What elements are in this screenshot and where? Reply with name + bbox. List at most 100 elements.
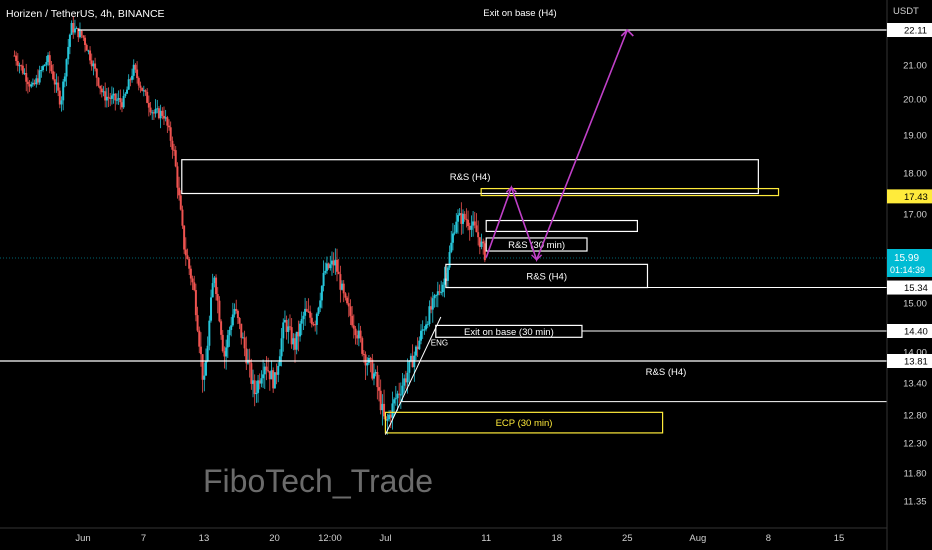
candle-body xyxy=(218,300,221,322)
candle-body xyxy=(336,259,339,272)
zones: R&S (H4) R&S (30 min) R&S (H4) Exit on base… xyxy=(181,159,780,435)
candle-body xyxy=(325,263,328,271)
candle-body xyxy=(477,232,480,238)
zone-box-3[interactable] xyxy=(485,237,588,252)
candle-body xyxy=(342,283,345,294)
trendline xyxy=(384,316,442,435)
candle-body xyxy=(423,329,426,331)
price-marker-badge xyxy=(887,189,932,204)
candle-body xyxy=(89,50,92,61)
candle-body xyxy=(241,337,244,339)
candle-series xyxy=(13,15,486,435)
candle-body xyxy=(420,330,423,341)
price-marker-label: 13.81 xyxy=(904,357,928,368)
zone-box-5[interactable] xyxy=(435,324,583,338)
candle-body xyxy=(18,65,21,67)
zone-box-2[interactable] xyxy=(485,219,639,233)
candle-body xyxy=(216,293,219,301)
candle-body xyxy=(221,334,224,352)
candle-body xyxy=(183,225,186,250)
current-price-badge-bg xyxy=(887,249,932,277)
candle-body xyxy=(223,351,226,357)
candle-body xyxy=(33,82,36,85)
candle-body xyxy=(174,150,177,167)
candle-body xyxy=(441,284,444,293)
zone-label-4: R&S (H4) xyxy=(526,271,567,282)
candle-body xyxy=(408,360,411,373)
candle-body xyxy=(436,291,439,296)
candle-body xyxy=(288,326,291,328)
candle-body xyxy=(208,320,211,346)
price-marker-label: 22.11 xyxy=(904,26,927,37)
zone-box-0[interactable] xyxy=(181,159,759,195)
x-tick-label: 15 xyxy=(834,533,845,544)
zone-box-1[interactable] xyxy=(480,187,780,197)
candle-body xyxy=(173,149,176,151)
candle-body xyxy=(189,268,192,279)
candle-body xyxy=(324,270,327,273)
candle-body xyxy=(184,249,187,256)
candle-body xyxy=(188,258,191,269)
candle-body xyxy=(162,115,165,119)
candle-body xyxy=(161,110,164,116)
candle-body xyxy=(90,60,93,67)
candle-body xyxy=(433,295,436,299)
candle-body xyxy=(57,82,60,91)
candle-body xyxy=(164,117,167,119)
candle-body xyxy=(204,361,207,376)
zone-box-4[interactable] xyxy=(445,263,649,289)
candle-body xyxy=(262,374,265,379)
candle-body xyxy=(309,311,312,318)
candle-body xyxy=(386,419,389,421)
candle-body xyxy=(275,372,278,375)
candle-body xyxy=(26,81,29,85)
candle-body xyxy=(171,140,174,150)
candle-body xyxy=(67,46,70,60)
candle-body xyxy=(231,314,234,326)
x-tick-label: 18 xyxy=(551,533,562,544)
candle-body xyxy=(146,91,149,103)
candle-body xyxy=(468,225,471,230)
candle-body xyxy=(94,63,97,69)
candle-body xyxy=(129,79,132,81)
candle-body xyxy=(290,327,293,345)
candle-body xyxy=(28,84,31,87)
candle-body xyxy=(359,330,362,339)
candle-body xyxy=(213,277,216,284)
candle-body xyxy=(21,65,24,74)
candle-body xyxy=(166,117,169,126)
candle-body xyxy=(147,102,150,108)
candle-body xyxy=(48,55,51,66)
candle-body xyxy=(246,359,249,364)
zone-box-6[interactable] xyxy=(384,411,664,434)
candle-body xyxy=(253,380,256,395)
candle-body xyxy=(453,232,456,234)
candle-body xyxy=(406,372,409,383)
y-tick-label: 17.00 xyxy=(903,210,927,221)
candle-body xyxy=(35,78,38,85)
candle-body xyxy=(132,64,135,76)
candle-body xyxy=(371,359,374,379)
candle-body xyxy=(458,213,461,216)
candle-body xyxy=(127,79,130,90)
candle-body xyxy=(314,324,317,326)
candle-body xyxy=(47,55,50,63)
annotation-eng: ENG xyxy=(431,339,448,348)
candle-body xyxy=(265,366,268,371)
candle-body xyxy=(80,30,83,36)
candle-body xyxy=(245,348,248,364)
candle-body xyxy=(45,62,48,65)
candle-body xyxy=(159,110,162,119)
x-tick-label: 8 xyxy=(766,533,771,544)
candle-body xyxy=(258,380,261,384)
candle-body xyxy=(409,355,412,361)
candle-body xyxy=(282,322,285,339)
candle-body xyxy=(78,30,81,38)
candle-body xyxy=(302,315,305,320)
candle-body xyxy=(119,98,122,103)
candle-body xyxy=(267,370,270,372)
candle-body xyxy=(100,88,103,93)
candle-body xyxy=(440,292,443,294)
